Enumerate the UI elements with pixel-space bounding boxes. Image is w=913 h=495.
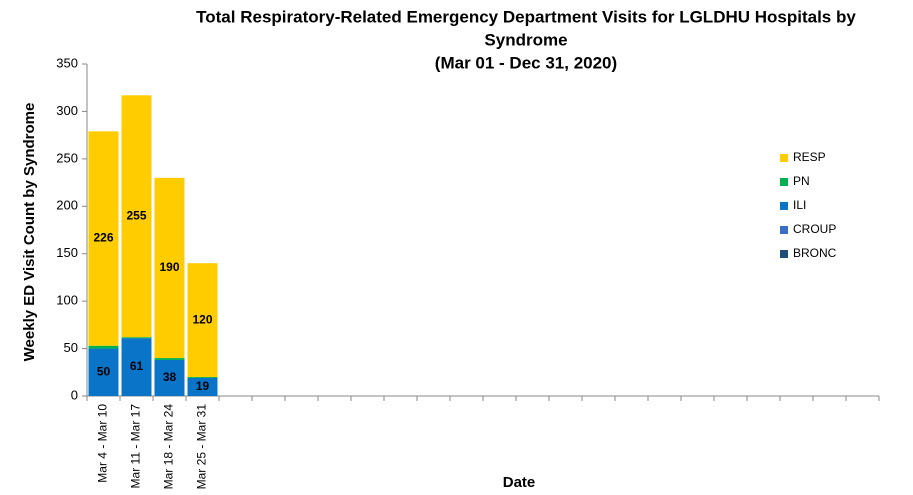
bar-segment [187, 377, 218, 378]
x-tick-label: Mar 4 - Mar 10 [96, 404, 110, 483]
data-label: 255 [126, 208, 146, 222]
y-tick-label: 250 [56, 150, 78, 165]
data-label: 226 [93, 231, 113, 245]
data-label: 120 [192, 312, 212, 326]
legend-swatch [780, 226, 788, 234]
data-label: 190 [159, 260, 179, 274]
bar-segment [121, 95, 152, 338]
y-tick-label: 200 [56, 198, 78, 213]
y-tick-label: 0 [71, 387, 78, 402]
legend-swatch [780, 202, 788, 210]
legend-label: PN [793, 174, 810, 188]
bar-segment [88, 348, 119, 396]
y-axis-label: Weekly ED Visit Count by Syndrome [21, 103, 38, 362]
x-axis-label: Date [503, 474, 536, 491]
x-tick-label: Mar 18 - Mar 24 [162, 404, 176, 490]
bar-segment [154, 177, 185, 359]
legend-label: CROUP [793, 222, 836, 236]
data-label: 50 [97, 364, 111, 378]
y-tick-label: 300 [56, 103, 78, 118]
y-tick-label: 350 [56, 55, 78, 70]
legend-swatch [780, 178, 788, 186]
legend-label: ILI [793, 198, 806, 212]
data-label: 19 [196, 379, 210, 393]
bar-segment [88, 345, 119, 349]
y-tick-label: 150 [56, 245, 78, 260]
legend-swatch [780, 154, 788, 162]
y-tick-label: 100 [56, 293, 78, 308]
data-label: 38 [163, 370, 177, 384]
legend-swatch [780, 250, 788, 258]
bar-segment [154, 358, 185, 360]
bar-segment [187, 377, 218, 396]
bar-segment [187, 263, 218, 378]
bar-segment [154, 359, 185, 396]
bar-segment [121, 338, 152, 396]
chart-title: Total Respiratory-Related Emergency Depa… [196, 7, 856, 26]
y-tick-label: 50 [64, 340, 78, 355]
x-tick-label: Mar 11 - Mar 17 [129, 404, 143, 489]
legend-label: BRONC [793, 246, 837, 260]
bar-segment [121, 337, 152, 339]
data-label: 61 [130, 359, 144, 373]
chart-subtitle: (Mar 01 - Dec 31, 2020) [435, 53, 617, 72]
x-tick-label: Mar 25 - Mar 31 [195, 404, 209, 490]
chart-title: Syndrome [484, 30, 567, 49]
bar-segment [88, 131, 119, 346]
legend-label: RESP [793, 150, 826, 164]
